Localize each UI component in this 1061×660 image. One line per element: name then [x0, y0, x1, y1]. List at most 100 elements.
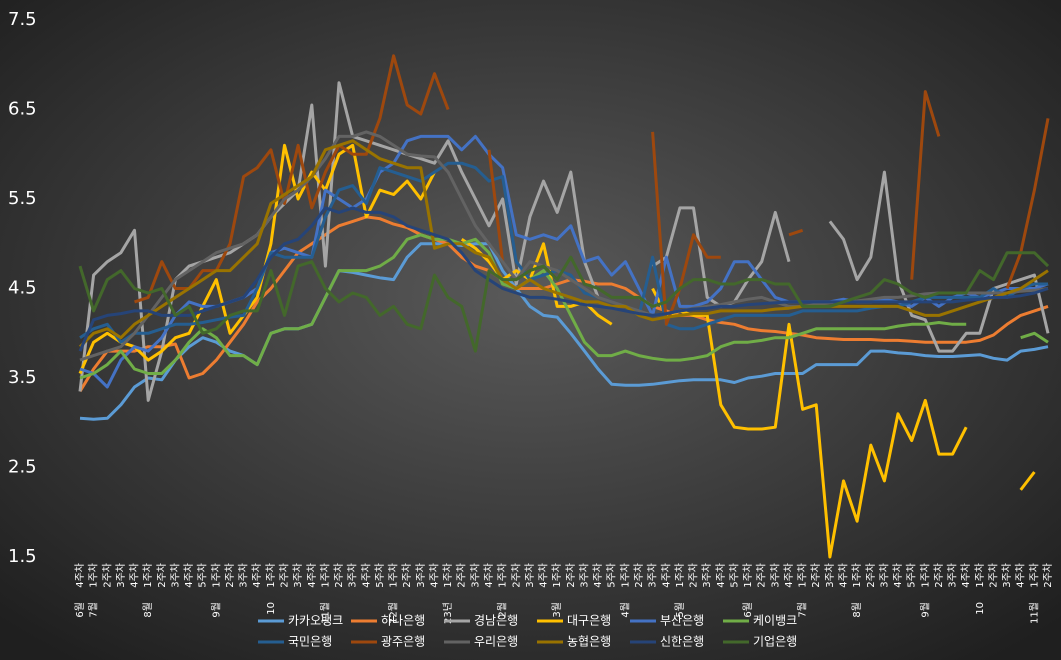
x-tick-label: 4주차 [428, 563, 440, 588]
x-tick-label: 3주차 [947, 563, 959, 588]
series-line [79, 130, 1049, 362]
legend-label: 국민은행 [288, 634, 332, 649]
x-tick-label: 2주차 [933, 563, 945, 588]
x-tick-label: 4주차 [74, 563, 86, 588]
x-tick-label: 4주차 [538, 563, 550, 588]
x-tick-label: 2주차 [401, 563, 413, 588]
x-month-label: 10 [266, 602, 277, 615]
x-tick-label: 3주차 [701, 563, 713, 588]
x-tick-label: 1주차 [265, 563, 277, 588]
x-tick-label: 1주차 [919, 563, 931, 588]
x-tick-label: 1주차 [974, 563, 986, 588]
x-month-label: 9월 [210, 602, 222, 618]
x-tick-label: 4주차 [892, 563, 904, 588]
x-tick-label: 2주차 [688, 563, 700, 588]
x-tick-label: 1주차 [674, 563, 686, 588]
legend-label: 경남은행 [474, 613, 518, 628]
x-tick-label: 2주차 [633, 563, 645, 588]
legend-label: 우리은행 [474, 634, 518, 649]
x-month-label: 6월 [742, 602, 754, 618]
x-tick-label: 3주차 [878, 563, 890, 588]
x-tick-label: 3주차 [824, 563, 836, 588]
x-tick-label: 4주차 [1015, 563, 1027, 588]
x-tick-label: 2주차 [156, 563, 168, 588]
x-tick-label: 3주차 [347, 563, 359, 588]
x-tick-label: 3주차 [1001, 563, 1013, 588]
x-tick-label: 2주차 [865, 563, 877, 588]
x-tick-label: 1주차 [851, 563, 863, 588]
series-line [78, 215, 1049, 393]
x-tick-label: 4주차 [660, 563, 672, 588]
x-tick-label: 3주차 [415, 563, 427, 588]
y-tick-label: 7.5 [8, 9, 37, 30]
x-tick-label: 3주차 [469, 563, 481, 588]
x-tick-label: 2주차 [333, 563, 345, 588]
y-tick-label: 3.5 [8, 367, 37, 388]
x-month-label: 2월 [497, 602, 509, 618]
legend-label: 농협은행 [567, 634, 611, 649]
x-month-label: 8월 [142, 602, 154, 618]
x-tick-label: 1주차 [742, 563, 754, 588]
x-tick-label: 1주차 [619, 563, 631, 588]
x-tick-label: 4주차 [129, 563, 141, 588]
x-tick-label: 4주차 [837, 563, 849, 588]
x-tick-label: 2주차 [987, 563, 999, 588]
x-tick-label: 1주차 [210, 563, 222, 588]
x-tick-label: 2주차 [224, 563, 236, 588]
legend-label: 기업은행 [753, 634, 797, 649]
x-tick-label: 3주차 [292, 563, 304, 588]
legend-label: 부산은행 [660, 613, 704, 628]
x-tick-label: 1주차 [551, 563, 563, 588]
y-tick-label: 4.5 [8, 278, 37, 299]
x-tick-label: 4주차 [783, 563, 795, 588]
x-tick-label: 1주차 [497, 563, 509, 588]
x-tick-label: 5주차 [606, 563, 618, 588]
x-month-label: 7월 [88, 602, 100, 618]
x-tick-label: 3주차 [238, 563, 250, 588]
x-month-label: 9월 [919, 602, 931, 618]
series-line [78, 206, 1049, 352]
x-month-label: 11월 [319, 602, 331, 624]
x-month-label: 11월 [1028, 602, 1040, 624]
x-tick-label: 5주차 [374, 563, 386, 588]
x-tick-label: 2주차 [279, 563, 291, 588]
legend-label: 광주은행 [381, 634, 425, 649]
y-tick-label: 6.5 [8, 99, 37, 120]
x-tick-label: 2주차 [756, 563, 768, 588]
x-tick-label: 2주차 [456, 563, 468, 588]
x-tick-label: 3주차 [647, 563, 659, 588]
x-tick-label: 2주차 [101, 563, 113, 588]
x-tick-label: 4주차 [715, 563, 727, 588]
x-tick-label: 3주차 [169, 563, 181, 588]
x-tick-label: 4주차 [183, 563, 195, 588]
series-line [134, 54, 1050, 326]
y-tick-label: 2.5 [8, 457, 37, 478]
x-tick-label: 1주차 [88, 563, 100, 588]
x-month-label: 5월 [674, 602, 686, 618]
x-month-label: 23년 [442, 602, 454, 624]
x-month-label: 4월 [619, 602, 631, 618]
x-tick-label: 2주차 [565, 563, 577, 588]
x-tick-label: 3주차 [578, 563, 590, 588]
x-tick-label: 4주차 [592, 563, 604, 588]
series-line [78, 139, 1049, 348]
x-tick-label: 4주차 [960, 563, 972, 588]
x-tick-label: 5주차 [197, 563, 209, 588]
x-tick-label: 2주차 [510, 563, 522, 588]
x-tick-label: 3주차 [524, 563, 536, 588]
x-month-label: 3월 [551, 602, 563, 618]
x-month-label: 7월 [797, 602, 809, 618]
y-tick-label: 5.5 [8, 188, 37, 209]
x-tick-label: 1주차 [319, 563, 331, 588]
x-tick-label: 3주차 [115, 563, 127, 588]
x-month-label: 6월 [74, 602, 86, 618]
x-tick-label: 1주차 [442, 563, 454, 588]
x-tick-label: 4주차 [306, 563, 318, 588]
x-tick-label: 4주차 [483, 563, 495, 588]
legend-label: 대구은행 [567, 613, 611, 628]
x-tick-label: 5주차 [728, 563, 740, 588]
x-month-label: 8월 [851, 602, 863, 618]
x-month-label: 10 [975, 602, 986, 615]
y-tick-label: 1.5 [8, 546, 37, 567]
x-tick-label: 2주차 [810, 563, 822, 588]
